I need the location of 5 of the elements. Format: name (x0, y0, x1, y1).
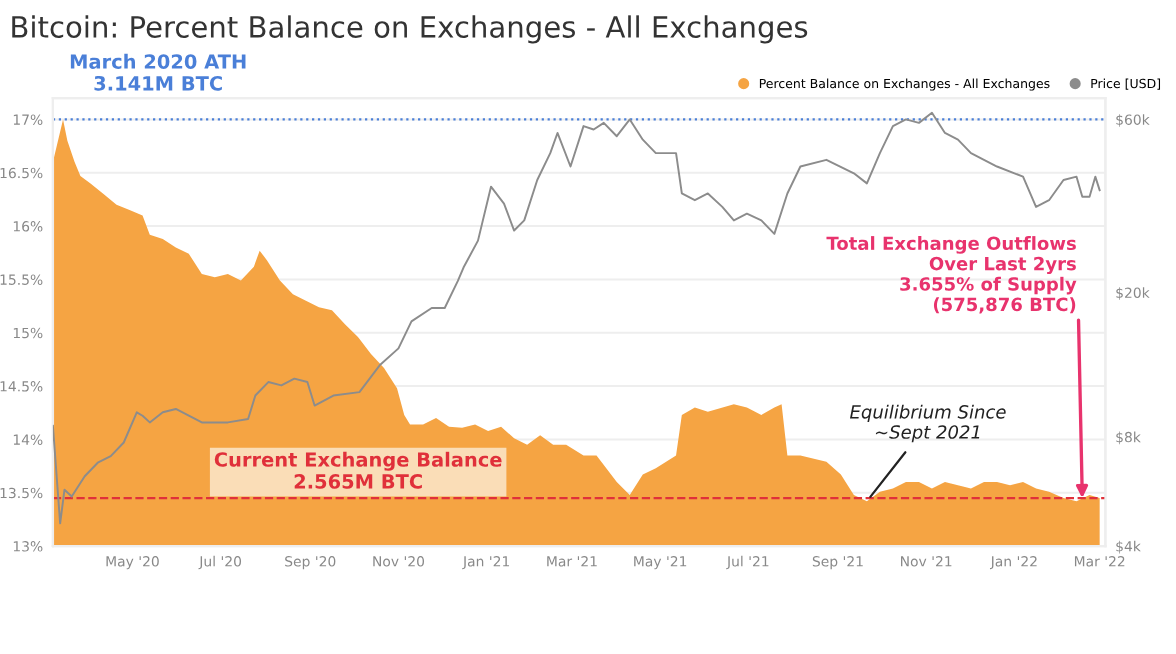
annotation: Equilibrium Since ~Sept 2021 (849, 404, 1006, 443)
chart-title: Bitcoin: Percent Balance on Exchanges - All Exchanges (12, 15, 808, 44)
ref-line-label: Current Exchange Balance 2.565M BTC (214, 451, 502, 489)
ref-line-label: March 2020 ATH 3.141M BTC (70, 53, 246, 91)
annotation: Total Exchange Outflows Over Last 2yrs 3.655% of Supply (575,876 BTC) (826, 236, 1077, 314)
